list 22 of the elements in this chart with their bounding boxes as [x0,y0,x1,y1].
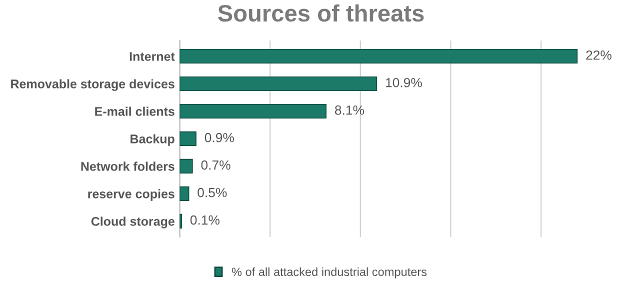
data-label: 10.9% [386,78,422,88]
bar [180,48,578,64]
bar [180,104,327,119]
legend-label: % of all attacked industrial computers [232,267,427,278]
bar [180,76,378,92]
y-tick-label: E-mail clients [95,106,174,116]
data-label: 0.1% [190,215,220,225]
chart-title: Sources of threats [218,4,424,22]
data-label: 8.1% [334,105,364,115]
bar [180,131,196,146]
y-tick-label: Backup [130,134,174,146]
y-tick-label: Removable storage devices [11,79,174,91]
data-label: 0.9% [204,132,234,142]
y-tick-label: Internet [130,52,175,61]
y-tick-label: Cloud storage [91,216,174,228]
y-tick-label: reserve copies [88,189,174,201]
y-tick-label: Network folders [81,162,174,171]
data-label: 22% [586,50,612,60]
bar [180,186,190,201]
bar [180,158,193,174]
data-label: 0.7% [201,160,230,170]
data-label: 0.5% [198,188,227,198]
